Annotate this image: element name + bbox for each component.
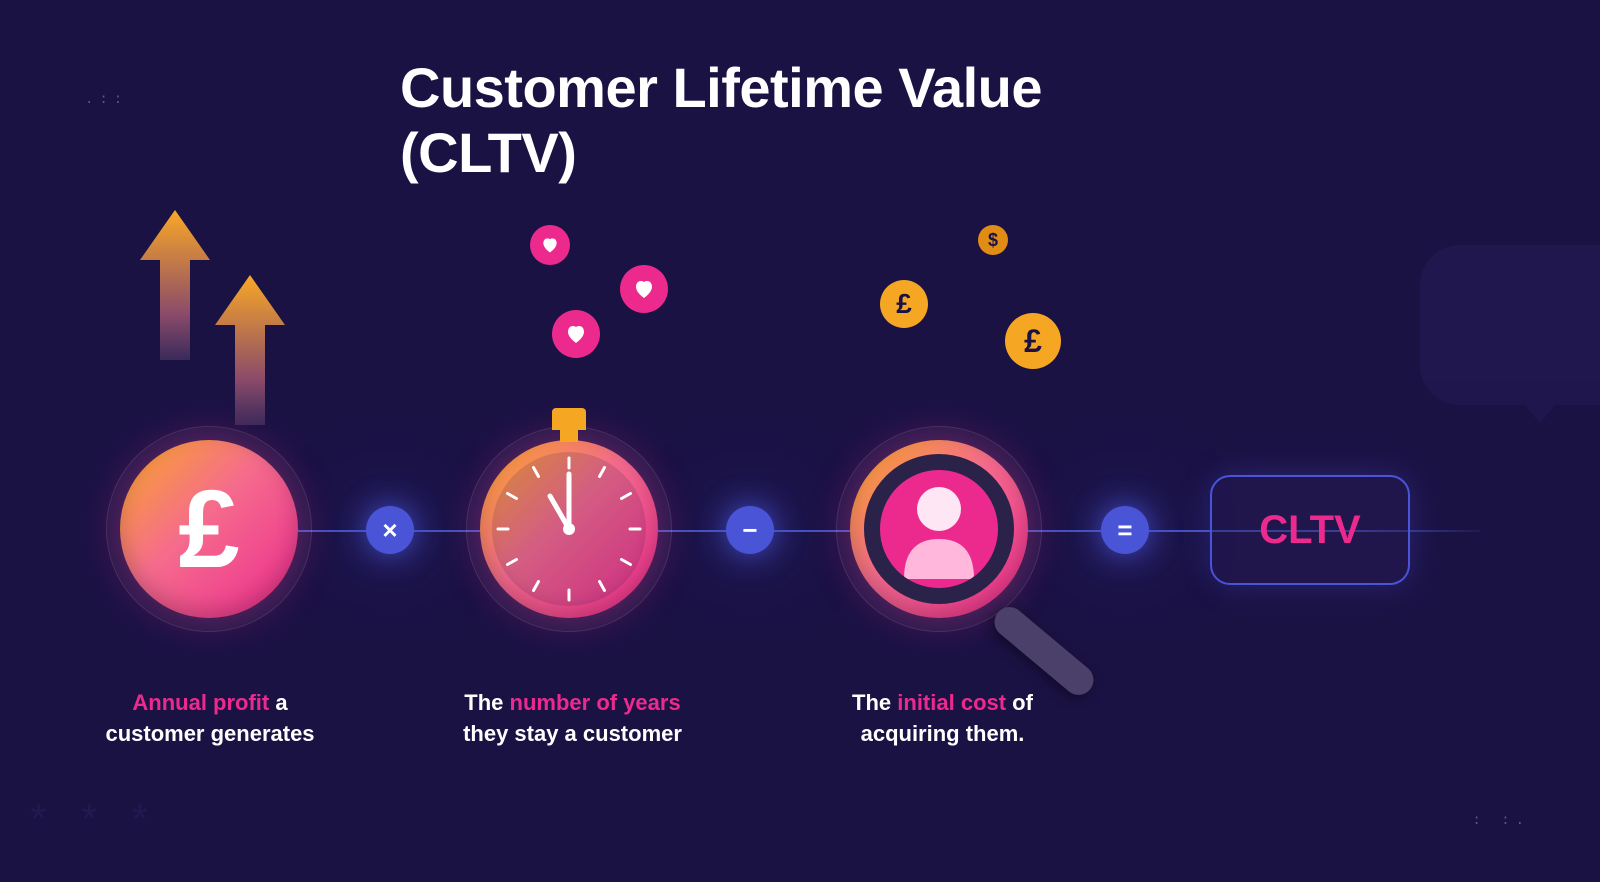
caption-text: The bbox=[464, 690, 509, 715]
coin-icon: £ bbox=[880, 280, 928, 328]
result-box: CLTV bbox=[1210, 475, 1410, 585]
caption-highlight: number of years bbox=[510, 690, 681, 715]
coin-icon: £ bbox=[1005, 313, 1061, 369]
years-caption: The number of years they stay a customer bbox=[455, 688, 690, 750]
person-icon bbox=[894, 479, 984, 579]
profit-caption: Annual profit a customer generates bbox=[100, 688, 320, 750]
pound-glyph: £ bbox=[178, 466, 239, 593]
decorative-dots: .:: bbox=[85, 92, 128, 108]
decorative-asterisks: * * * * bbox=[0, 797, 160, 842]
profit-node: £ bbox=[120, 440, 298, 618]
decorative-dots: : :. bbox=[1472, 810, 1530, 832]
operator-symbol: = bbox=[1117, 515, 1132, 546]
equals-operator: = bbox=[1101, 506, 1149, 554]
caption-highlight: Annual profit bbox=[132, 690, 269, 715]
caption-text: they stay a customer bbox=[463, 721, 682, 746]
arrow-up-icon bbox=[140, 210, 210, 360]
cost-caption: The initial cost of acquiring them. bbox=[830, 688, 1055, 750]
heart-icon bbox=[552, 310, 600, 358]
pound-icon: £ bbox=[120, 440, 298, 618]
operator-symbol: × bbox=[382, 515, 397, 546]
coin-icon: $ bbox=[978, 225, 1008, 255]
page-title: Customer Lifetime Value (CLTV) bbox=[400, 55, 1200, 185]
stopwatch-icon bbox=[480, 440, 658, 618]
heart-icon bbox=[620, 265, 668, 313]
caption-highlight: initial cost bbox=[897, 690, 1006, 715]
caption-text: The bbox=[852, 690, 897, 715]
heart-icon bbox=[530, 225, 570, 265]
operator-symbol: − bbox=[742, 515, 757, 546]
years-node bbox=[480, 440, 658, 618]
cost-node bbox=[850, 440, 1028, 618]
multiply-operator: × bbox=[366, 506, 414, 554]
result-label: CLTV bbox=[1259, 508, 1360, 553]
magnifier-icon bbox=[850, 440, 1028, 618]
decorative-speech-bubble bbox=[1420, 245, 1600, 405]
minus-operator: − bbox=[726, 506, 774, 554]
arrow-up-icon bbox=[215, 275, 285, 425]
